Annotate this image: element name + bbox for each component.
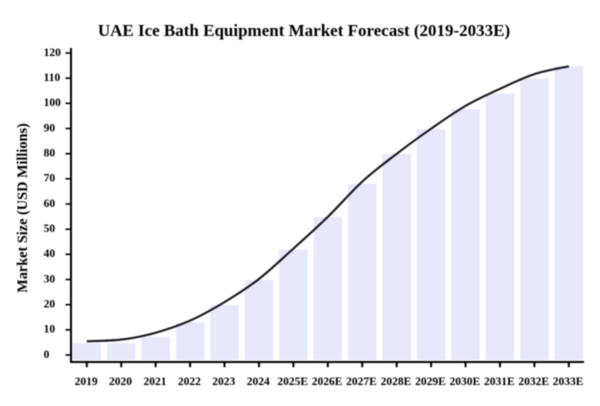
svg-text:2026E: 2026E: [312, 376, 343, 388]
svg-text:2021: 2021: [144, 376, 167, 388]
svg-text:2024: 2024: [247, 376, 270, 388]
svg-text:10: 10: [44, 324, 56, 336]
svg-text:Market Size (USD Millions): Market Size (USD Millions): [15, 123, 31, 293]
svg-text:2025E: 2025E: [277, 376, 308, 388]
svg-text:UAE Ice Bath Equipment Market: UAE Ice Bath Equipment Market Forecast (…: [98, 21, 510, 40]
svg-text:2031E: 2031E: [484, 376, 515, 388]
svg-text:0: 0: [44, 349, 50, 361]
svg-text:100: 100: [44, 97, 62, 109]
svg-text:120: 120: [44, 47, 62, 59]
svg-text:2028E: 2028E: [381, 376, 412, 388]
svg-text:2020: 2020: [109, 376, 132, 388]
svg-text:40: 40: [44, 248, 56, 260]
svg-text:2019: 2019: [75, 376, 98, 388]
svg-text:110: 110: [44, 72, 61, 84]
svg-text:2022: 2022: [178, 376, 201, 388]
svg-text:30: 30: [44, 273, 56, 285]
svg-text:20: 20: [44, 299, 56, 311]
svg-text:2029E: 2029E: [415, 376, 446, 388]
svg-text:2027E: 2027E: [346, 376, 377, 388]
svg-text:80: 80: [44, 148, 56, 160]
svg-text:2030E: 2030E: [449, 376, 480, 388]
svg-text:2032E: 2032E: [518, 376, 549, 388]
svg-text:90: 90: [44, 122, 56, 134]
svg-text:60: 60: [44, 198, 56, 210]
svg-text:2033E: 2033E: [553, 376, 584, 388]
svg-text:50: 50: [44, 223, 56, 235]
svg-text:70: 70: [44, 173, 56, 185]
svg-text:2023: 2023: [212, 376, 235, 388]
